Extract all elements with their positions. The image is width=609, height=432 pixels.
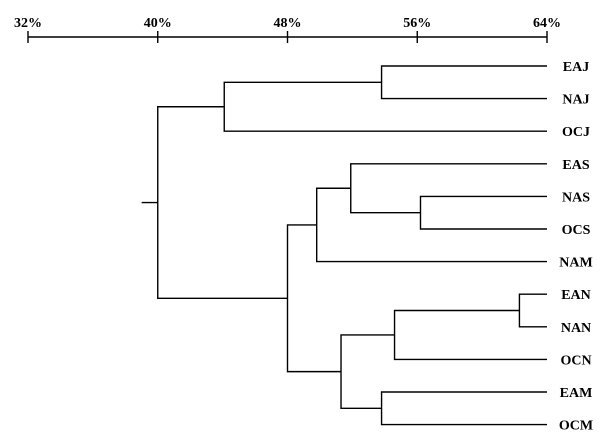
leaf-label-ocs: OCS: [562, 223, 591, 238]
axis-tick-label: 56%: [403, 16, 431, 31]
leaf-label-eas: EAS: [562, 158, 589, 173]
leaf-label-nan: NAN: [561, 321, 591, 336]
cluster-branch-c10: [286, 224, 342, 373]
cluster-branch-c6: [518, 293, 547, 328]
leaf-label-eam: EAM: [560, 386, 593, 401]
axis-tick-label: 40%: [144, 16, 172, 31]
cluster-branch-c4: [350, 163, 547, 214]
leaf-label-nas: NAS: [562, 190, 590, 205]
cluster-branch-c7: [393, 309, 547, 361]
leaf-label-ocn: OCN: [560, 353, 591, 368]
leaf-label-ocm: OCM: [559, 419, 593, 432]
axis-tick-label: 32%: [14, 16, 42, 31]
cluster-branch-c8: [380, 391, 547, 426]
cluster-branch-c3: [419, 195, 547, 230]
axis-tick-label: 64%: [533, 16, 561, 31]
cluster-branch-c2: [223, 81, 547, 132]
leaf-label-ean: EAN: [561, 288, 591, 303]
tree-branches: [141, 65, 547, 426]
leaf-label-naj: NAJ: [562, 93, 589, 108]
leaf-label-ocj: OCJ: [562, 125, 590, 140]
leaf-label-nam: NAM: [559, 256, 592, 271]
leaf-labels: EAJ NAJ OCJ EAS NAS OCS NAM EAN NAN OCN EAM OCM: [559, 60, 593, 432]
axis-tick-label: 48%: [274, 16, 302, 31]
cluster-branch-c9: [340, 334, 395, 409]
cluster-branch-root: [157, 106, 288, 299]
leaf-label-eaj: EAJ: [563, 60, 589, 75]
similarity-axis: 32% 40% 48% 56% 64%: [14, 16, 561, 43]
cluster-branch-c1: [380, 65, 547, 100]
